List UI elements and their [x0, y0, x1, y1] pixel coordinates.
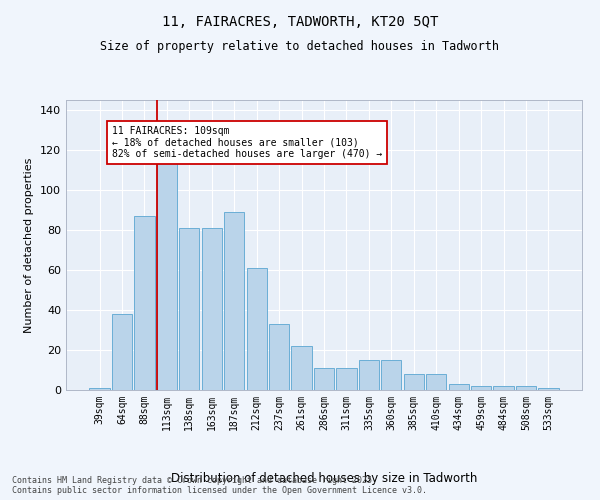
Bar	[202, 228, 222, 390]
Text: Contains HM Land Registry data © Crown copyright and database right 2025.
Contai: Contains HM Land Registry data © Crown c…	[12, 476, 427, 495]
Y-axis label: Number of detached properties: Number of detached properties	[25, 158, 34, 332]
X-axis label: Distribution of detached houses by size in Tadworth: Distribution of detached houses by size …	[171, 472, 477, 485]
Bar	[381, 360, 401, 390]
Bar	[292, 346, 311, 390]
Bar	[493, 386, 514, 390]
Bar	[224, 212, 244, 390]
Bar	[449, 384, 469, 390]
Bar	[314, 368, 334, 390]
Bar	[471, 386, 491, 390]
Bar	[359, 360, 379, 390]
Bar	[157, 158, 177, 390]
Text: 11, FAIRACRES, TADWORTH, KT20 5QT: 11, FAIRACRES, TADWORTH, KT20 5QT	[162, 15, 438, 29]
Bar	[269, 324, 289, 390]
Bar	[179, 228, 199, 390]
Bar	[112, 314, 132, 390]
Bar	[247, 268, 267, 390]
Bar	[426, 374, 446, 390]
Bar	[538, 388, 559, 390]
Bar	[404, 374, 424, 390]
Bar	[337, 368, 356, 390]
Text: Size of property relative to detached houses in Tadworth: Size of property relative to detached ho…	[101, 40, 499, 53]
Bar	[89, 388, 110, 390]
Text: 11 FAIRACRES: 109sqm
← 18% of detached houses are smaller (103)
82% of semi-deta: 11 FAIRACRES: 109sqm ← 18% of detached h…	[112, 126, 382, 159]
Bar	[516, 386, 536, 390]
Bar	[134, 216, 155, 390]
